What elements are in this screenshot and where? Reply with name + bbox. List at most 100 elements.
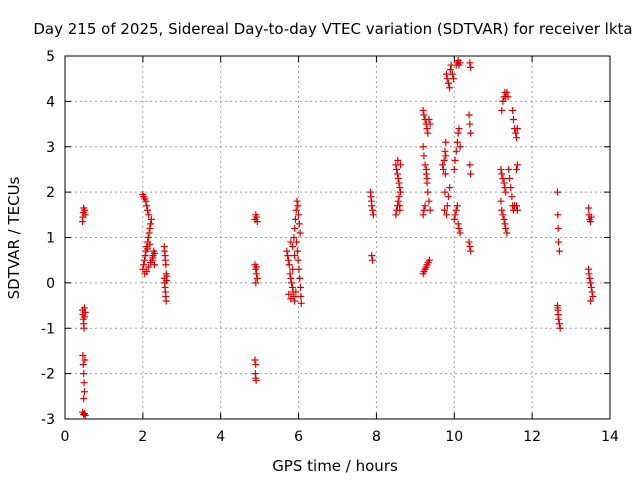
data-point [467, 247, 475, 255]
data-point [287, 238, 295, 246]
data-point [446, 84, 454, 92]
data-point [513, 165, 521, 173]
data-point [293, 197, 301, 205]
data-point [425, 256, 433, 264]
data-point [440, 156, 448, 164]
data-point [253, 218, 261, 226]
data-point [450, 165, 458, 173]
data-point [80, 395, 88, 403]
data-point [500, 215, 508, 223]
data-point [556, 324, 564, 332]
data-point [293, 238, 301, 246]
data-point [369, 256, 377, 264]
plot-frame [64, 55, 611, 420]
data-point [497, 197, 505, 205]
data-point [291, 224, 299, 232]
data-point [253, 274, 261, 282]
data-point [286, 270, 294, 278]
data-point [454, 220, 462, 228]
data-point [501, 220, 509, 228]
x-axis-title: GPS time / hours [272, 457, 398, 475]
data-point [396, 184, 404, 192]
data-point [149, 254, 157, 262]
data-point [251, 356, 259, 364]
x-tick-label: 6 [294, 429, 303, 445]
data-point [162, 261, 170, 269]
data-point [283, 247, 291, 255]
data-point [291, 297, 299, 305]
data-point [443, 70, 450, 78]
data-point [444, 79, 452, 87]
data-point [554, 211, 562, 219]
data-point [80, 370, 88, 378]
data-point [163, 277, 171, 285]
data-point [497, 165, 505, 173]
data-point [586, 274, 594, 282]
data-point [81, 411, 89, 419]
data-point [443, 211, 450, 219]
data-point [146, 240, 154, 248]
data-point [452, 147, 460, 155]
data-point [420, 206, 428, 214]
data-point [294, 202, 302, 210]
y-tick-label: 5 [46, 49, 55, 65]
data-point [452, 206, 460, 214]
x-tick-label: 0 [61, 429, 70, 445]
data-point [425, 197, 433, 205]
data-point [442, 138, 450, 146]
data-point [290, 234, 298, 241]
data-point [456, 59, 464, 67]
data-point [143, 268, 151, 276]
data-point [297, 299, 305, 307]
data-point [81, 308, 89, 316]
data-points [79, 57, 597, 419]
data-point [503, 88, 511, 96]
data-point [285, 290, 293, 298]
data-point [448, 70, 456, 78]
data-point [465, 238, 473, 246]
data-point [80, 313, 88, 321]
data-point [80, 206, 88, 214]
data-point [297, 292, 305, 300]
data-point [455, 125, 463, 133]
data-point [443, 75, 451, 83]
data-point [253, 263, 261, 271]
x-tick-label: 8 [372, 429, 381, 445]
data-point [393, 165, 401, 173]
data-point [441, 206, 449, 214]
data-point [394, 156, 402, 164]
data-point [553, 188, 561, 196]
data-point [423, 125, 431, 133]
data-point [504, 93, 512, 101]
data-point [500, 179, 508, 187]
data-point [139, 265, 147, 273]
data-point [589, 292, 597, 300]
data-point [147, 258, 155, 266]
data-point [555, 315, 563, 323]
data-point [587, 218, 595, 226]
data-point [369, 211, 377, 219]
data-point [421, 161, 429, 169]
data-point [291, 215, 299, 223]
data-point [285, 261, 293, 269]
data-point [466, 59, 474, 67]
data-point [451, 211, 459, 219]
data-point [145, 263, 153, 271]
data-point [293, 247, 301, 255]
y-tick-label: 4 [46, 94, 55, 110]
data-point [79, 351, 87, 359]
data-point [555, 247, 563, 255]
data-point [554, 304, 562, 312]
data-point [394, 175, 402, 183]
data-point [144, 245, 152, 253]
data-point [253, 270, 261, 278]
data-point [397, 188, 405, 196]
x-tick-label: 2 [138, 429, 147, 445]
y-tick-label: 1 [46, 231, 55, 247]
data-point [501, 184, 509, 192]
data-point [80, 324, 88, 332]
data-point [140, 261, 148, 269]
data-point [508, 193, 516, 201]
data-point [443, 202, 451, 210]
